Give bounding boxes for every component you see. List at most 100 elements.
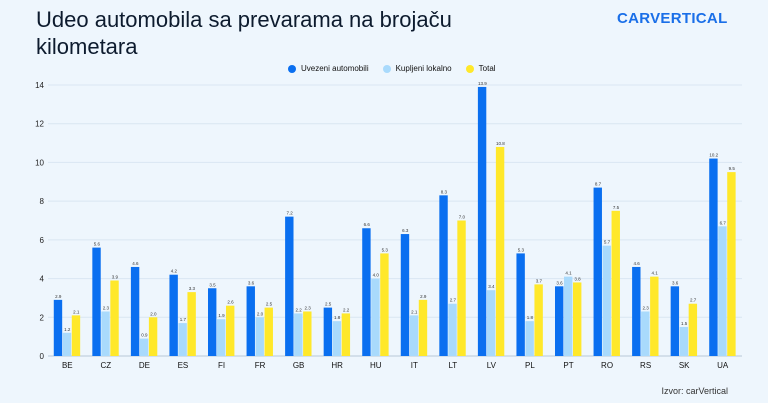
bar-LV-1 [486,290,496,356]
y-tick-label: 2 [40,313,45,322]
bar-PL-1 [525,321,534,356]
data-label: 7.5 [613,205,620,210]
bar-RS-0 [632,266,641,356]
x-tick-label: DE [139,361,150,370]
bar-ES-0 [169,274,178,356]
bar-UA-1 [718,226,727,356]
data-label: 2.7 [690,298,697,303]
data-label: 10.2 [709,153,718,158]
y-tick-label: 4 [40,275,45,284]
bar-RO-1 [602,245,611,356]
source-note: Izvor: carVertical [661,386,728,396]
bar-CZ-1 [101,311,110,356]
bar-LV-0 [477,86,487,356]
x-tick-label: CZ [100,361,111,370]
bar-RS-2 [650,276,659,356]
bar-SK-2 [688,303,698,356]
y-tick-label: 12 [35,120,44,129]
bar-FI-0 [208,288,217,356]
bar-BE-0 [53,299,63,356]
bar-DE-2 [148,317,158,356]
data-label: 8.7 [595,182,602,187]
data-label: 2.2 [343,307,350,312]
data-label: 3.3 [189,286,196,291]
data-label: 4.2 [171,269,178,274]
bar-FI-1 [217,319,226,356]
bar-RS-1 [641,311,650,356]
x-tick-label: ES [178,361,189,370]
legend-label: Total [478,64,496,73]
data-label: 2.5 [266,302,273,307]
data-label: 6.6 [364,222,371,227]
x-tick-label: IT [411,361,418,370]
bar-SK-1 [679,326,689,356]
data-label: 2.9 [420,294,427,299]
bar-SK-0 [670,286,680,356]
bar-UA-0 [709,158,718,356]
data-label: 4.6 [132,261,139,266]
y-tick-label: 0 [40,352,45,361]
bar-PT-1 [564,276,573,356]
data-label: 13.9 [478,81,487,86]
data-label: 1.7 [180,317,187,322]
bar-LT-2 [457,220,466,356]
bar-LT-0 [439,195,448,356]
bar-BE-1 [62,332,72,356]
bar-PT-2 [573,282,582,356]
bar-HU-0 [362,228,371,356]
legend-dot [465,64,474,73]
bar-CZ-0 [92,247,101,356]
data-label: 6.7 [720,220,727,225]
y-tick-label: 6 [40,236,45,245]
bar-ES-1 [178,323,187,356]
bar-PT-0 [555,286,564,356]
bar-HR-0 [323,307,333,356]
data-label: 2.6 [227,300,234,305]
x-tick-label: FR [255,361,266,370]
data-label: 3.9 [112,275,119,280]
x-tick-label: LV [487,361,497,370]
legend-dot [382,64,391,73]
bar-PL-2 [534,284,543,356]
bar-RO-0 [593,187,602,356]
legend-item-kupljeni: Kupljeni lokalno [382,64,452,73]
bar-CZ-2 [110,280,119,356]
bar-LV-2 [495,146,505,356]
x-tick-label: UA [717,361,729,370]
bar-DE-0 [130,266,140,356]
data-label: 5.6 [94,242,101,247]
legend: Uvezeni automobili Kupljeni lokalno Tota… [288,64,496,73]
data-label: 3.4 [488,284,495,289]
bar-FI-2 [226,305,235,356]
legend-label: Uvezeni automobili [301,64,369,73]
data-label: 2.3 [304,305,311,310]
data-label: 2.0 [150,311,157,316]
data-label: 2.5 [325,302,332,307]
bar-FR-2 [264,307,273,356]
data-label: 2.3 [103,305,110,310]
bar-RO-2 [611,210,620,356]
data-label: 3.5 [209,282,216,287]
data-label: 4.0 [373,273,380,278]
x-tick-label: LT [448,361,457,370]
x-tick-label: GB [293,361,305,370]
data-label: 1.8 [334,315,341,320]
data-label: 1.2 [64,327,71,332]
bar-HU-2 [380,253,389,356]
x-tick-label: HU [370,361,382,370]
data-label: 2.1 [411,309,418,314]
bar-LT-1 [448,303,457,356]
data-label: 7.0 [459,215,466,220]
y-tick-label: 8 [40,197,45,206]
data-label: 3.6 [556,280,563,285]
bar-HR-1 [332,321,342,356]
x-tick-label: SK [679,361,690,370]
x-tick-label: RS [640,361,651,370]
data-label: 10.8 [496,141,505,146]
data-label: 3.7 [536,278,543,283]
bar-HU-1 [371,278,380,356]
bar-HR-2 [341,313,351,356]
legend-label: Kupljeni lokalno [395,64,452,73]
bar-DE-1 [139,338,149,356]
legend-item-total: Total [465,64,496,73]
